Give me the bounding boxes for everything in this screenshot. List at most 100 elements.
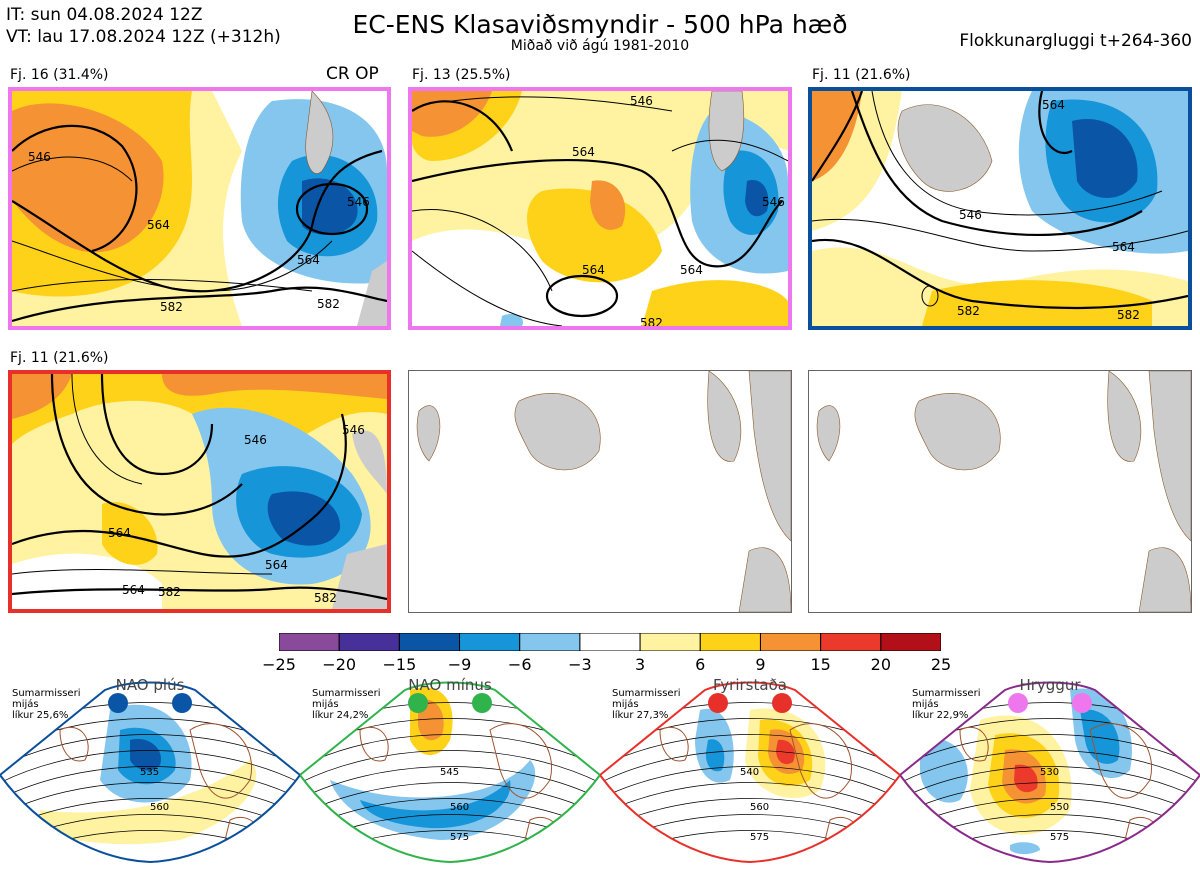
contour-label: 560 <box>150 802 169 813</box>
colorbar-band <box>699 632 761 652</box>
height-contour <box>900 750 1200 789</box>
colorbar <box>278 632 942 652</box>
regime-meta-line: mijás <box>12 699 39 710</box>
empty-map-2 <box>816 371 1191 612</box>
colorbar-tick-label: −15 <box>382 655 417 674</box>
regime-outline <box>900 681 1200 864</box>
page-subtitle: Miðað við ágú 1981-2010 <box>510 38 690 54</box>
cluster-panel-1: 546 564 582 564 546 582 <box>8 87 391 330</box>
regime-meta-line: Sumarmisseri <box>912 688 981 699</box>
forecast-info: IT: sun 04.08.2024 12Z VT: lau 17.08.202… <box>6 4 281 48</box>
panel-1-crop-label: CR OP <box>326 64 379 84</box>
init-time: IT: sun 04.08.2024 12Z <box>6 5 203 25</box>
regime-meta-line: líkur 25,6% <box>12 710 69 721</box>
regime-dot <box>408 693 428 713</box>
regime-dot <box>472 693 492 713</box>
height-contour <box>900 766 1200 805</box>
regime-map: 540 560 575 <box>600 681 900 864</box>
regime-meta: Sumarmisseri mijás líkur 27,3% <box>612 688 680 721</box>
height-contour <box>600 766 900 805</box>
contour-label: 564 <box>108 526 131 540</box>
regime-panel: 540 560 575 Fyrirstaða Sumarmisseri mijás líku… <box>600 670 900 871</box>
height-contour <box>900 734 1200 773</box>
colorbar-band <box>519 632 581 652</box>
regime-meta-line: mijás <box>612 699 639 710</box>
empty-map-panel-1 <box>408 370 792 613</box>
regime-outline <box>0 681 300 864</box>
page-title: EC-ENS Klasaviðsmyndir - 500 hPa hæð <box>352 10 848 39</box>
colorbar-tick-label: −25 <box>262 655 296 674</box>
anomaly-area <box>360 780 511 829</box>
height-contour <box>600 782 900 821</box>
colorbar-bands <box>278 632 942 652</box>
colorbar-band <box>759 632 822 652</box>
empty-map-1 <box>416 371 791 612</box>
colorbar-band <box>338 632 400 652</box>
height-contour <box>900 782 1200 821</box>
regime-meta-line: Sumarmisseri <box>612 688 681 699</box>
height-contour <box>0 734 300 773</box>
regime-panel: 545 560 575 NAO mínus Sumarmisseri mijás líkur… <box>300 670 600 871</box>
anomaly-area <box>1014 764 1038 793</box>
regime-meta-line: mijás <box>312 699 339 710</box>
cluster-panel-2: 546 564 564 546 564 582 <box>408 87 792 330</box>
panel-1-label: Fj. 16 (31.4%) <box>10 67 109 83</box>
colorbar-band <box>278 632 340 652</box>
colorbar-tick-label: 15 <box>810 655 831 674</box>
colorbar-tick-label: 9 <box>755 655 766 674</box>
colorbar-tick-label: 20 <box>870 655 891 674</box>
regime-dot <box>108 693 128 713</box>
colorbar-band <box>398 632 461 652</box>
regime-title: NAO plús <box>115 676 185 694</box>
contour-label: 546 <box>244 433 267 447</box>
cluster-map-2: 546 564 564 546 564 582 <box>412 91 788 326</box>
height-contour <box>600 734 900 773</box>
height-contour <box>0 782 300 821</box>
regime-dot <box>772 693 792 713</box>
regime-meta: Sumarmisseri mijás líkur 24,2% <box>312 688 380 721</box>
cluster-panel-4: 546 564 546 564 564 582 582 <box>8 370 391 613</box>
contour-label: 582 <box>640 316 663 326</box>
contour-label: 545 <box>440 767 459 778</box>
height-contour <box>300 782 600 821</box>
height-contour <box>300 750 600 789</box>
contour-label: 582 <box>160 300 183 314</box>
colorbar-tick-label: −9 <box>447 655 472 674</box>
cluster-map-4: 546 564 546 564 564 582 582 <box>12 374 387 609</box>
classification-window: Flokkunargluggi t+264-360 <box>959 31 1192 51</box>
regime-map: 545 560 575 <box>300 681 600 864</box>
colorbar-tick-label: 3 <box>634 655 646 674</box>
contour-label: 546 <box>762 195 785 209</box>
contour-label: 560 <box>750 802 769 813</box>
regime-title: Fyrirstaða <box>713 676 787 694</box>
contour-label: 582 <box>158 585 181 599</box>
contour-label: 582 <box>314 591 337 605</box>
colorbar-tick-label: 25 <box>930 655 952 674</box>
regime-meta-line: Sumarmisseri <box>12 688 81 699</box>
panel-3-label: Fj. 11 (21.6%) <box>812 67 911 83</box>
regime-outline <box>300 681 600 864</box>
regime-meta: Sumarmisseri mijás líkur 25,6% <box>12 688 80 721</box>
anomaly-area <box>705 739 725 772</box>
contour-label: 564 <box>147 218 170 232</box>
regime-meta-line: Sumarmisseri <box>312 688 381 699</box>
valid-time: VT: lau 17.08.2024 12Z (+312h) <box>6 27 281 47</box>
regime-map: 530 550 575 <box>900 681 1200 864</box>
contour-label: 546 <box>959 208 982 222</box>
contour-label: 535 <box>140 767 159 778</box>
anomaly-area <box>130 739 161 771</box>
panel-2-label: Fj. 13 (25.5%) <box>412 67 511 83</box>
contour-label: 550 <box>1050 802 1069 813</box>
colorbar-tick-label: −6 <box>507 655 532 674</box>
colorbar-band <box>880 632 942 652</box>
height-contour <box>0 750 300 789</box>
contour-label: 582 <box>957 304 980 318</box>
regime-meta: Sumarmisseri mijás líkur 22,9% <box>912 688 980 721</box>
contour-label: 564 <box>572 145 595 159</box>
colorbar-band <box>579 632 641 652</box>
cluster-panel-3: 546 564 564 582 582 <box>808 87 1192 330</box>
colorbar-tick-label: −20 <box>322 655 357 674</box>
anomaly-area <box>1010 842 1040 855</box>
regime-map: 535 560 <box>0 681 300 864</box>
contour-label: 582 <box>317 297 340 311</box>
